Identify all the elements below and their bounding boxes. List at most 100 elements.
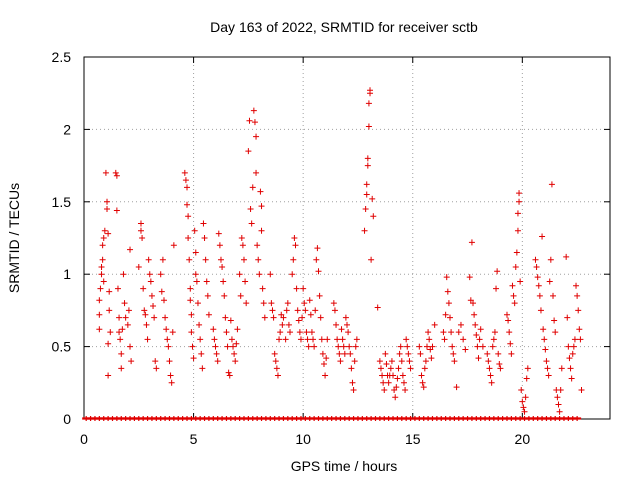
- data-point: [425, 329, 432, 336]
- data-point: [442, 311, 449, 318]
- data-point: [287, 329, 294, 336]
- data-point: [394, 375, 401, 382]
- data-point: [166, 358, 173, 365]
- data-point: [299, 314, 306, 321]
- data-point: [486, 365, 493, 372]
- data-point: [272, 358, 279, 365]
- data-point: [98, 271, 105, 278]
- data-point: [153, 365, 160, 372]
- data-point: [99, 256, 106, 263]
- data-point: [493, 285, 500, 292]
- y-tick-label: 2.5: [52, 49, 72, 65]
- data-point: [364, 162, 371, 169]
- data-point: [488, 379, 495, 386]
- data-point: [99, 242, 106, 249]
- data-point: [421, 365, 428, 372]
- data-point: [317, 314, 324, 321]
- x-tick-label: 5: [190, 431, 198, 447]
- data-point: [128, 358, 135, 365]
- data-point: [294, 307, 301, 314]
- data-point: [254, 242, 261, 249]
- data-point: [239, 242, 246, 249]
- data-point: [324, 336, 331, 343]
- data-point: [305, 343, 312, 350]
- data-point: [370, 213, 377, 220]
- data-point: [222, 314, 229, 321]
- data-point: [333, 321, 340, 328]
- y-tick-label: 1: [63, 266, 71, 282]
- data-point: [141, 307, 148, 314]
- data-point: [353, 336, 360, 343]
- data-point: [320, 360, 327, 367]
- data-point: [512, 263, 519, 270]
- data-point: [104, 198, 111, 205]
- data-point: [506, 329, 513, 336]
- data-point: [270, 314, 277, 321]
- data-point: [578, 387, 585, 394]
- data-point: [576, 326, 583, 333]
- chart-title: Day 163 of 2022, SRMTID for receiver sct…: [210, 19, 478, 35]
- data-point: [507, 340, 514, 347]
- data-point: [476, 336, 483, 343]
- data-point: [125, 307, 132, 314]
- data-point: [314, 245, 321, 252]
- data-point: [363, 181, 370, 188]
- data-point: [100, 278, 107, 285]
- data-point: [247, 206, 254, 213]
- data-point: [423, 343, 430, 350]
- data-point: [167, 372, 174, 379]
- data-point: [491, 329, 498, 336]
- data-point: [303, 329, 310, 336]
- data-point: [428, 355, 435, 362]
- data-point: [306, 297, 313, 304]
- data-point: [96, 297, 103, 304]
- data-point: [575, 307, 582, 314]
- data-point: [418, 372, 425, 379]
- data-point: [336, 350, 343, 357]
- data-point: [137, 220, 144, 227]
- data-point: [216, 242, 223, 249]
- data-point: [170, 242, 177, 249]
- data-point: [116, 314, 123, 321]
- data-point: [417, 350, 424, 357]
- data-point: [544, 365, 551, 372]
- data-point: [140, 285, 147, 292]
- y-tick-label: 1.5: [52, 194, 72, 210]
- data-point: [280, 314, 287, 321]
- data-point: [267, 271, 274, 278]
- data-point: [96, 326, 103, 333]
- data-point: [344, 321, 350, 328]
- data-point: [551, 317, 558, 324]
- data-point: [509, 282, 516, 289]
- data-point: [318, 336, 325, 343]
- data-point: [98, 263, 105, 270]
- data-point: [238, 235, 245, 241]
- data-point: [517, 278, 524, 285]
- data-point: [274, 372, 281, 379]
- data-point: [181, 169, 188, 176]
- data-point: [539, 233, 546, 240]
- y-tick-label: 0: [63, 411, 71, 427]
- data-point: [494, 268, 501, 275]
- data-point: [188, 329, 195, 336]
- data-point: [380, 379, 387, 386]
- data-point: [279, 321, 286, 328]
- data-point: [567, 365, 574, 372]
- data-point: [514, 227, 521, 234]
- data-point: [406, 358, 413, 365]
- data-point: [429, 343, 436, 350]
- data-point: [489, 343, 496, 350]
- data-point: [426, 336, 433, 343]
- data-point: [113, 172, 120, 179]
- data-point: [197, 336, 204, 343]
- data-point: [283, 307, 290, 314]
- data-point: [290, 256, 297, 263]
- data-point: [159, 256, 166, 263]
- data-point: [101, 227, 108, 234]
- data-point: [169, 329, 176, 336]
- data-point: [253, 169, 260, 176]
- data-point: [457, 321, 464, 328]
- data-point: [107, 329, 114, 336]
- data-point: [188, 311, 195, 318]
- data-point: [160, 297, 167, 304]
